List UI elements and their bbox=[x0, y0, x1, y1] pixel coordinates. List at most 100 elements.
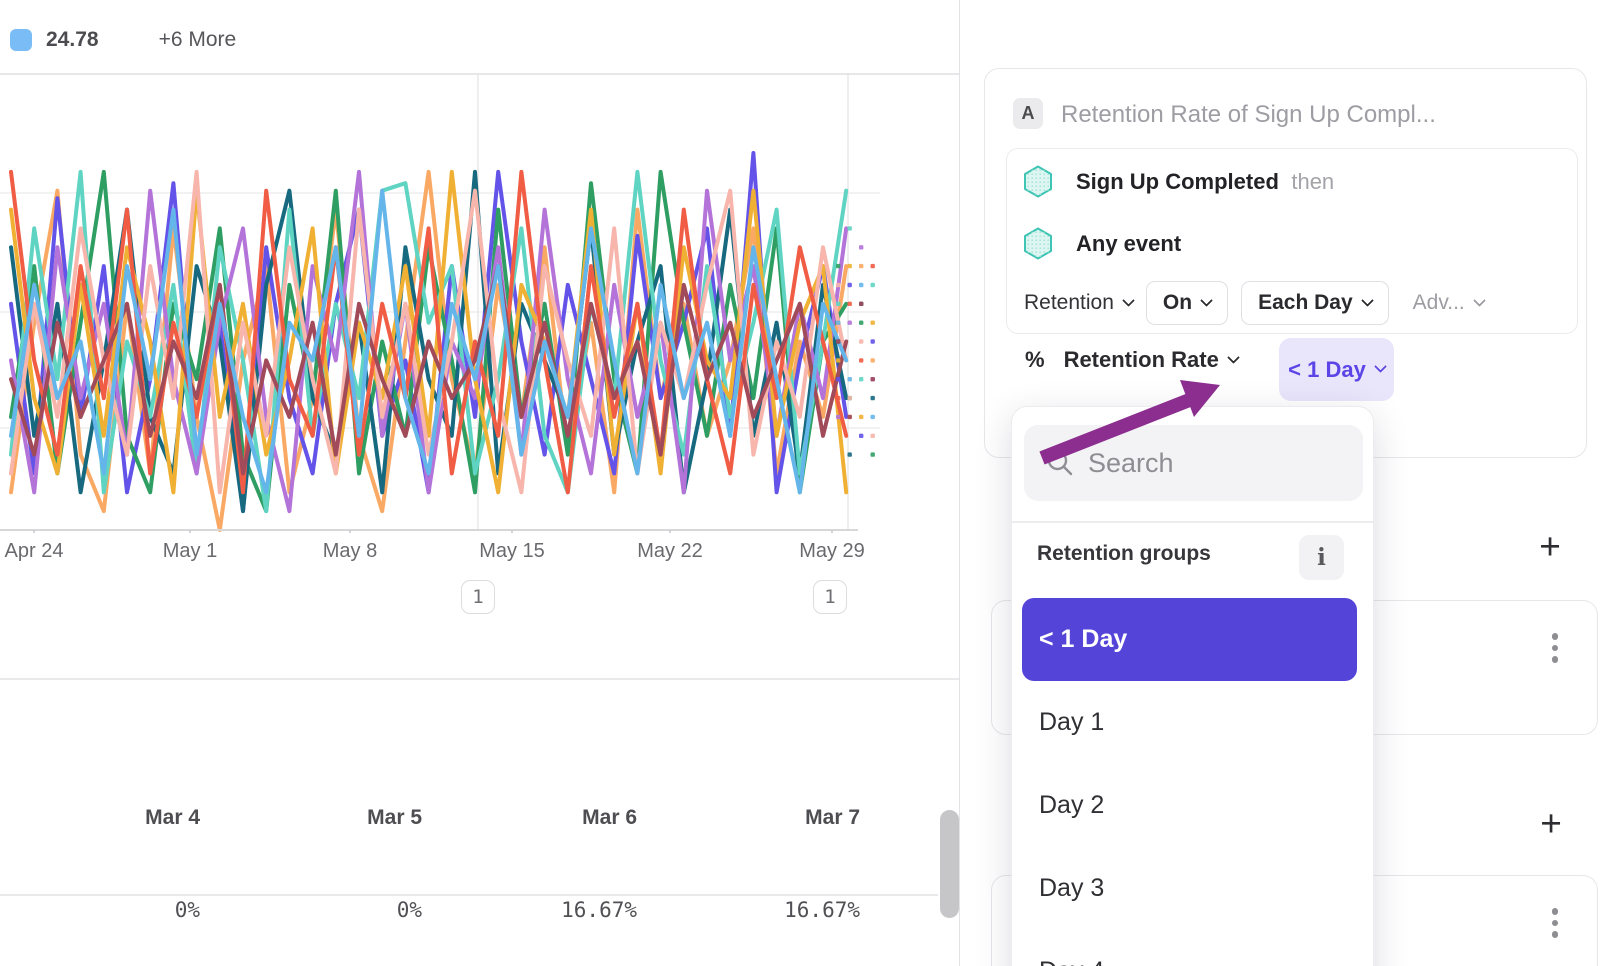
x-tick-label: May 8 bbox=[322, 540, 378, 562]
dropdown-item-day-3[interactable]: Day 3 bbox=[1039, 874, 1105, 902]
chart-forecast-dot bbox=[847, 395, 852, 401]
chart-forecast-dot bbox=[836, 282, 841, 288]
chevron-down-icon bbox=[1226, 350, 1240, 364]
legend-more-button[interactable]: +6 More bbox=[158, 28, 237, 51]
each-day-dropdown[interactable]: Each Day bbox=[1241, 281, 1389, 325]
info-icon[interactable]: i bbox=[1299, 535, 1344, 580]
search-box[interactable] bbox=[1024, 425, 1363, 501]
section-divider bbox=[0, 678, 959, 680]
chart-forecast-dot bbox=[870, 358, 875, 363]
x-tick-label: May 29 bbox=[799, 540, 865, 562]
chart-pane: 24.78 +6 More Apr 24 May 1 May 8 May 15 … bbox=[0, 28, 959, 922]
legend-value: 24.78 bbox=[46, 28, 99, 51]
chart-forecast-dot bbox=[870, 377, 875, 382]
event-hexagon-icon bbox=[1024, 165, 1052, 198]
retention-group-dropdown-menu: Retention groups i < 1 Day Day 1 Day 2 D… bbox=[1011, 406, 1374, 966]
metric-row: % Retention Rate bbox=[1025, 347, 1240, 373]
control-panel: A Retention Rate of Sign Up Compl... bbox=[959, 0, 1616, 966]
chevron-down-icon bbox=[1360, 293, 1374, 307]
chart-forecast-dot bbox=[870, 395, 875, 401]
event-definition-card: Sign Up Completed then Any event Retenti… bbox=[1006, 148, 1578, 334]
add-segment-button[interactable]: + bbox=[1540, 803, 1562, 844]
table-header-cell: Mar 4 bbox=[145, 806, 200, 829]
chart-forecast-dot bbox=[859, 377, 864, 382]
chart-forecast-dot bbox=[859, 414, 864, 420]
dropdown-item-day-1[interactable]: Day 1 bbox=[1039, 708, 1105, 736]
table-header-cell: Mar 7 bbox=[805, 806, 860, 829]
table-header-cell: Mar 5 bbox=[367, 806, 422, 829]
chart-line-series-10 bbox=[9, 264, 849, 476]
table-value-cell: 16.67% bbox=[561, 898, 637, 922]
chart-forecast-dot bbox=[847, 377, 852, 382]
event-row-1[interactable]: Sign Up Completed then bbox=[1023, 165, 1334, 198]
table-value-cell: 16.67% bbox=[784, 898, 860, 922]
metric-letter-badge: A bbox=[1013, 98, 1043, 129]
chart-forecast-dot bbox=[870, 433, 875, 438]
chart-line-series-6 bbox=[9, 169, 849, 514]
chart-line-series-11 bbox=[9, 188, 849, 495]
chart-forecast-dot bbox=[836, 414, 841, 420]
vertical-scrollbar-thumb[interactable] bbox=[940, 810, 959, 918]
chart-forecast-dot bbox=[870, 414, 875, 420]
event-name[interactable]: Any event bbox=[1076, 230, 1182, 256]
percent-symbol: % bbox=[1025, 347, 1045, 372]
chart-forecast-dot bbox=[847, 320, 852, 325]
chevron-down-icon bbox=[1122, 293, 1135, 307]
dropdown-item-day-4[interactable]: Day 4 bbox=[1012, 930, 1373, 966]
metric-title[interactable]: Retention Rate of Sign Up Compl... bbox=[1061, 101, 1436, 128]
retention-group-trigger[interactable]: < 1 Day bbox=[1279, 338, 1394, 401]
chart-series-layer bbox=[9, 151, 875, 532]
retention-controls-row: Retention On Each Day Adv... bbox=[1024, 281, 1486, 325]
dropdown-item-lt-1-day[interactable]: < 1 Day bbox=[1022, 598, 1357, 681]
chart-forecast-dot bbox=[859, 433, 864, 438]
chart-line-series-5 bbox=[9, 169, 849, 514]
retention-type-dropdown[interactable]: Retention bbox=[1024, 291, 1135, 315]
chart-forecast-dot bbox=[870, 263, 875, 269]
chart-forecast-dot bbox=[836, 263, 841, 269]
advanced-dropdown[interactable]: Adv... bbox=[1413, 291, 1486, 315]
event-row-2[interactable]: Any event bbox=[1023, 227, 1181, 260]
add-segment-button[interactable]: + bbox=[1539, 526, 1561, 567]
chart-forecast-dot bbox=[847, 226, 852, 231]
on-dropdown[interactable]: On bbox=[1145, 281, 1229, 325]
table-header-row: Mar 4 Mar 5 Mar 6 Mar 7 bbox=[0, 806, 860, 830]
chart-forecast-dot bbox=[859, 339, 864, 344]
chart-forecast-dot bbox=[859, 282, 864, 288]
chart-forecast-dot bbox=[870, 339, 875, 344]
chart-forecast-dot bbox=[836, 358, 841, 363]
x-tick-label: May 15 bbox=[479, 540, 545, 562]
event-hexagon-icon bbox=[1024, 227, 1052, 260]
chart-forecast-dot bbox=[836, 301, 841, 306]
retention-rate-dropdown[interactable]: Retention Rate bbox=[1064, 347, 1240, 373]
chart-forecast-dot bbox=[836, 339, 841, 344]
legend-swatch bbox=[10, 29, 32, 51]
dropdown-item-day-2[interactable]: Day 2 bbox=[1039, 791, 1105, 819]
chart-forecast-dot bbox=[847, 301, 852, 306]
x-tick-label: May 22 bbox=[637, 540, 703, 562]
chart-forecast-dot bbox=[836, 320, 841, 325]
chart-forecast-dot bbox=[847, 452, 852, 457]
chart-forecast-dot bbox=[870, 282, 875, 288]
metric-definition-card: A Retention Rate of Sign Up Compl... bbox=[984, 68, 1587, 458]
annotation-badge-1[interactable]: 1 bbox=[461, 580, 495, 614]
chart-forecast-dot bbox=[859, 263, 864, 269]
event-name[interactable]: Sign Up Completed bbox=[1076, 168, 1279, 194]
table-value-row: 0% 0% 16.67% 16.67% bbox=[0, 898, 860, 922]
chart-forecast-dot bbox=[870, 452, 875, 457]
retention-groups-label: Retention groups bbox=[1037, 542, 1211, 565]
chart-line-series-7 bbox=[9, 169, 849, 495]
table-value-cell: 0% bbox=[396, 898, 422, 922]
more-options-menu[interactable] bbox=[1548, 629, 1563, 667]
chart-top-border bbox=[0, 73, 959, 75]
chevron-down-icon bbox=[1373, 360, 1387, 373]
more-options-menu[interactable] bbox=[1548, 904, 1563, 942]
chart-forecast-dot bbox=[859, 301, 864, 306]
chart-forecast-dot bbox=[859, 358, 864, 363]
search-input[interactable] bbox=[1088, 447, 1328, 479]
retention-line-chart[interactable] bbox=[0, 73, 880, 533]
chevron-down-icon bbox=[1200, 293, 1213, 307]
event-suffix: then bbox=[1291, 168, 1335, 194]
annotation-badge-2[interactable]: 1 bbox=[813, 580, 847, 614]
chart-forecast-dot bbox=[859, 320, 864, 325]
